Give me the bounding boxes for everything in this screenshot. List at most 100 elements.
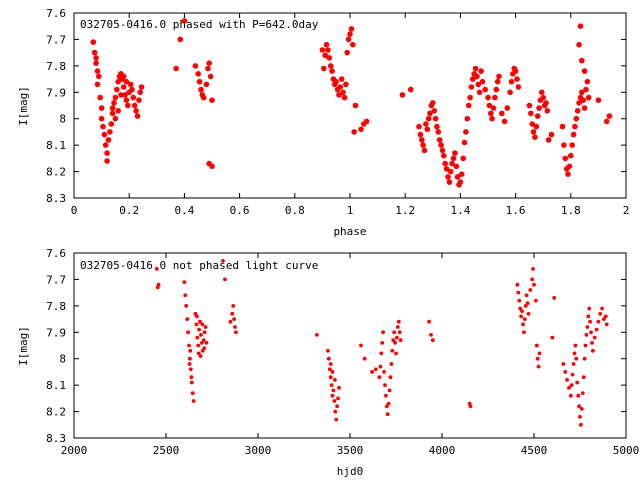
data-point	[181, 18, 188, 24]
data-point	[533, 298, 538, 303]
data-point	[209, 163, 215, 170]
data-point	[572, 351, 577, 356]
data-point	[525, 301, 530, 306]
data-point	[576, 100, 582, 106]
data-point	[350, 41, 356, 48]
data-point	[196, 351, 201, 356]
data-point	[508, 78, 515, 85]
data-point	[561, 142, 567, 148]
data-point	[485, 94, 491, 101]
data-point	[93, 55, 99, 61]
data-point	[192, 63, 199, 69]
data-point	[396, 319, 401, 324]
data-point	[205, 65, 211, 72]
data-point	[514, 76, 520, 82]
data-point	[395, 325, 400, 329]
data-point	[104, 158, 110, 164]
data-point	[331, 388, 336, 393]
data-point	[209, 97, 215, 103]
data-point	[435, 129, 442, 135]
data-point	[587, 306, 592, 311]
data-point	[539, 89, 545, 96]
data-point	[536, 364, 541, 369]
data-point	[363, 118, 370, 125]
data-point	[107, 129, 113, 135]
x-tick-label: 3500	[337, 444, 364, 457]
data-point	[461, 139, 468, 146]
data-point	[335, 404, 339, 409]
data-point	[476, 89, 483, 96]
points-group-top	[90, 18, 613, 188]
data-point	[102, 142, 109, 148]
data-point	[577, 404, 581, 409]
phased-panel: 032705-0416.0 phased with P=642.0day pha…	[17, 7, 629, 238]
data-point	[203, 325, 208, 329]
data-point	[561, 362, 566, 366]
data-point	[443, 166, 450, 172]
data-point	[488, 110, 494, 117]
data-point	[562, 155, 569, 162]
data-point	[183, 293, 188, 298]
y-axis-label-top: I[mag]	[17, 86, 30, 126]
data-point	[419, 137, 425, 143]
data-point	[392, 330, 397, 335]
data-point	[407, 86, 414, 93]
data-point	[93, 60, 99, 66]
data-point	[416, 123, 422, 130]
data-point	[94, 68, 101, 74]
data-point	[533, 123, 540, 130]
y-tick-label: 7.6	[46, 247, 66, 260]
data-point	[600, 306, 604, 311]
data-point	[98, 105, 105, 111]
data-point	[427, 110, 433, 117]
data-point	[573, 115, 580, 122]
data-point	[362, 356, 367, 361]
data-point	[453, 163, 460, 170]
data-point	[507, 89, 513, 96]
data-point	[383, 383, 387, 387]
data-point	[581, 105, 588, 111]
data-point	[395, 335, 399, 340]
data-point	[343, 81, 349, 88]
data-point	[332, 399, 337, 403]
data-point	[115, 78, 121, 85]
data-point	[390, 348, 395, 353]
data-point	[109, 110, 116, 117]
data-point	[336, 396, 340, 401]
data-point	[519, 314, 523, 319]
data-point	[531, 267, 535, 271]
data-point	[583, 343, 588, 348]
data-point	[325, 47, 331, 53]
data-point	[190, 391, 195, 395]
data-point	[195, 71, 201, 77]
data-point	[592, 335, 597, 340]
data-point	[571, 362, 576, 366]
data-point	[584, 78, 591, 85]
data-point	[194, 322, 199, 327]
data-point	[602, 317, 606, 321]
chart-title-bottom: 032705-0416.0 not phased light curve	[80, 259, 318, 272]
data-point	[388, 375, 393, 380]
data-point	[532, 282, 536, 287]
y-tick-label: 8.3	[46, 192, 66, 205]
data-point	[606, 113, 613, 119]
data-point	[445, 174, 451, 180]
data-point	[465, 102, 472, 109]
data-point	[504, 105, 511, 111]
data-point	[573, 343, 578, 348]
data-point	[442, 160, 449, 167]
data-point	[203, 81, 210, 88]
data-point	[379, 351, 384, 356]
data-point	[120, 73, 127, 80]
data-point	[537, 351, 542, 356]
data-point	[569, 383, 574, 387]
data-point	[123, 97, 130, 103]
data-point	[581, 68, 588, 74]
data-point	[394, 351, 398, 356]
data-point	[540, 94, 546, 101]
data-point	[329, 68, 335, 74]
data-point	[585, 325, 590, 329]
data-point	[323, 41, 330, 48]
data-point	[337, 84, 344, 90]
data-point	[474, 73, 480, 80]
